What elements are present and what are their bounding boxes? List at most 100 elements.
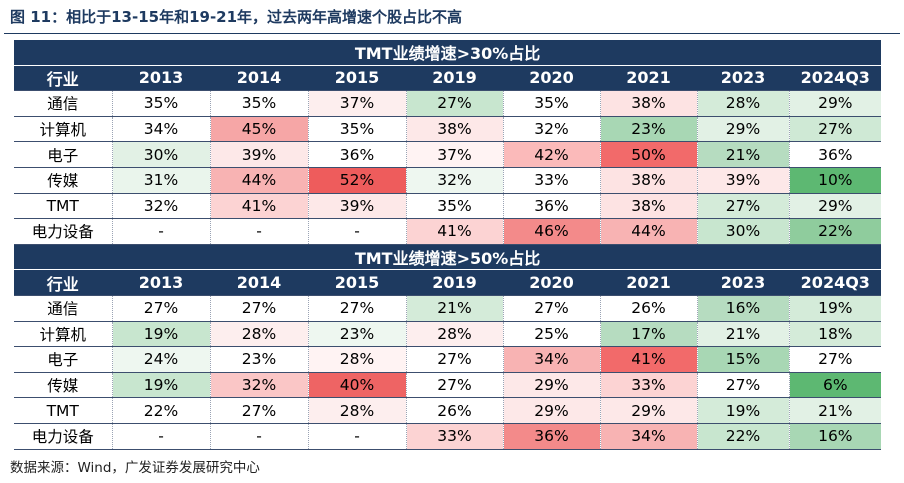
table-cell: 21% [789,397,882,424]
table-cell: 22% [112,397,211,424]
table-cell: 28% [210,321,309,348]
table-cell: - [112,423,211,450]
table-cell: 50% [600,141,698,168]
column-header: 2021 [600,65,698,92]
table-cell: 40% [308,372,407,399]
row-label: 电子 [14,346,113,373]
table-cell: 35% [503,90,601,117]
table-cell: 30% [112,141,211,168]
column-header-row: 行业 2013 2014 2015 2019 2020 2021 2023 2024Q3 [14,269,882,296]
column-header: 行业 [14,65,113,92]
column-header: 2020 [503,65,601,92]
table-row: 传媒 31% 44% 52% 32% 33% 38% 39% 10% [14,167,882,194]
row-label: 计算机 [14,321,113,348]
table-cell: 27% [789,116,882,143]
table-cell: 41% [600,346,698,373]
column-header: 2015 [308,269,407,296]
table-cell: 18% [789,321,882,348]
table-cell: 23% [600,116,698,143]
table-cell: 36% [308,141,407,168]
row-label: 计算机 [14,116,113,143]
table-row: 电力设备 - - -41% 46% 44% 30% 22% [14,218,882,245]
table-cell: - [210,423,309,450]
table-cell: 37% [406,141,504,168]
table-cell: 26% [600,295,698,322]
table-cell: 24% [112,346,211,373]
row-label: 通信 [14,295,113,322]
row-label: 电力设备 [14,218,113,245]
column-header: 2023 [697,65,790,92]
table-cell: 31% [112,167,211,194]
table-cell: 22% [789,218,882,245]
table-cell: 27% [210,397,309,424]
table-cell: 29% [503,372,601,399]
column-header: 2019 [406,65,504,92]
row-label: 通信 [14,90,113,117]
table-cell: 32% [210,372,309,399]
table-cell: 16% [697,295,790,322]
table-cell: 39% [210,141,309,168]
table-cell: 52% [308,167,407,194]
table-row: 传媒 19% 32% 40% 27% 29% 33% 27% 6% [14,372,882,399]
table-cell: 16% [789,423,882,450]
table-cell: - [112,218,211,245]
table-cell: 26% [406,397,504,424]
table-cell: - [210,218,309,245]
row-label: 传媒 [14,167,113,194]
table-row: 计算机 34% 45% 35% 38% 32% 23% 29% 27% [14,116,882,143]
table-cell: 27% [406,372,504,399]
table-cell: 34% [112,116,211,143]
table-row: 电子 30% 39% 36% 37% 42% 50% 21% 36% [14,141,882,168]
table-cell: 23% [210,346,309,373]
table-cell: 17% [600,321,698,348]
table-cell: 36% [789,141,882,168]
table-cell: 29% [697,116,790,143]
column-header: 2014 [210,65,309,92]
table-row: 通信 35% 35% 37% 27% 35% 38% 28% 29% [14,90,882,117]
table-cell: 28% [308,397,407,424]
row-label: TMT [14,193,113,220]
table-cell: - [308,218,407,245]
table-cell: 27% [789,346,882,373]
table-cell: 21% [697,141,790,168]
table-cell: 19% [697,397,790,424]
table-cell: 36% [503,423,601,450]
column-header: 行业 [14,269,113,296]
table-cell: 29% [789,193,882,220]
table-cell: 33% [406,423,504,450]
title-divider [4,33,900,34]
table-cell: 22% [697,423,790,450]
table-cell: 27% [503,295,601,322]
table-cell: 39% [308,193,407,220]
table-cell: 27% [112,295,211,322]
table-cell: 33% [600,372,698,399]
table-cell: 10% [789,167,882,194]
column-header: 2013 [112,65,211,92]
table-cell: 19% [789,295,882,322]
table-cell: 38% [600,193,698,220]
table-cell: 35% [308,116,407,143]
table-cell: 27% [697,193,790,220]
section-title-row: TMT业绩增速>30%占比 [14,40,882,66]
table-cell: 42% [503,141,601,168]
column-header: 2024Q3 [789,65,882,92]
table-cell: 33% [503,167,601,194]
column-header: 2020 [503,269,601,296]
table-cell: 34% [600,423,698,450]
column-header: 2015 [308,65,407,92]
table-row: TMT 22% 27% 28% 26% 29% 29% 19% 21% [14,397,882,424]
table-cell: 39% [697,167,790,194]
table-cell: 19% [112,321,211,348]
table-cell: 35% [406,193,504,220]
table-cell: 28% [406,321,504,348]
column-header: 2023 [697,269,790,296]
column-header-row: 行业 2013 2014 2015 2019 2020 2021 2023 2024Q3 [14,65,882,92]
table-cell: 36% [503,193,601,220]
table-cell: 15% [697,346,790,373]
section-title: TMT业绩增速>50%占比 [14,244,882,271]
source-note: 数据来源：Wind，广发证券发展研究中心 [10,460,260,476]
table-cell: 29% [503,397,601,424]
table-cell: 27% [406,90,504,117]
figure-title: 图 11：相比于13-15年和19-21年，过去两年高增速个股占比不高 [10,8,463,26]
table-cell: 41% [210,193,309,220]
